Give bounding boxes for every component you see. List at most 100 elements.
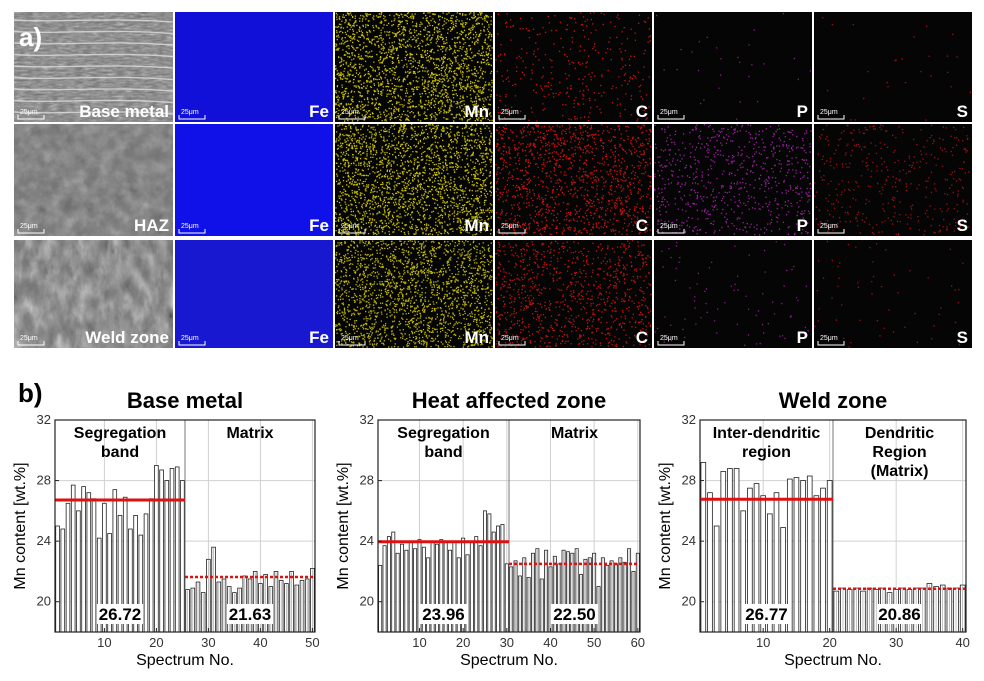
region-label: Region xyxy=(872,444,926,461)
bar xyxy=(60,528,66,633)
map-tile-base-metal-s: 25μm S xyxy=(814,12,972,122)
scale-bar-line xyxy=(17,229,45,234)
map-tile-base-metal-fe: 25μm Fe xyxy=(175,12,333,122)
scale-bar-label: 25μm xyxy=(820,109,838,116)
scale-bar-label: 25μm xyxy=(20,223,38,230)
bar xyxy=(720,471,727,633)
bar xyxy=(76,510,81,633)
bar xyxy=(413,548,418,633)
element-signal-dots xyxy=(335,12,493,122)
y-tick-label: 28 xyxy=(37,473,51,488)
y-tick-label: 28 xyxy=(682,473,696,488)
bar xyxy=(826,480,833,633)
chart-base-metal: Base metal 26.72 21.63 Segregation band Matri… xyxy=(12,388,320,669)
bar xyxy=(169,468,175,633)
x-tick-label: 40 xyxy=(253,635,267,650)
tile-label: Fe xyxy=(309,216,329,235)
bar xyxy=(386,536,391,633)
map-tile-haz-p: 25μm P xyxy=(654,124,812,236)
bar xyxy=(813,495,820,633)
bar xyxy=(159,469,164,633)
average-value-label: 22.50 xyxy=(553,605,596,624)
scale-bar-label: 25μm xyxy=(341,335,359,342)
chart-heat-affected-zone: Heat affected zone 23.96 22.50 Segregation b… xyxy=(335,388,645,669)
bar xyxy=(504,563,509,633)
tile-label: P xyxy=(797,328,808,347)
tile-label: S xyxy=(957,328,968,347)
region-label: region xyxy=(742,444,791,461)
map-background xyxy=(495,12,652,122)
bar xyxy=(395,552,400,633)
scale-bar-line xyxy=(817,115,845,120)
grain-line xyxy=(13,99,174,104)
scale-bar-label: 25μm xyxy=(501,109,519,116)
bar xyxy=(820,487,826,633)
map-tile-base-metal-c: 25μm C xyxy=(495,12,652,122)
map-background xyxy=(814,240,972,348)
bar xyxy=(793,477,800,633)
scale-bar-label: 25μm xyxy=(20,335,38,342)
map-tile-weld-zone-s: 25μm S xyxy=(814,240,972,348)
scale-bar-label: 25μm xyxy=(820,223,838,230)
bar xyxy=(180,480,185,633)
scale-bar-line xyxy=(338,115,366,120)
scale-bar: 25μm xyxy=(338,223,366,234)
tile-label: Fe xyxy=(309,328,329,347)
bar xyxy=(382,545,387,633)
grain-line xyxy=(13,65,174,69)
tile-label: C xyxy=(636,328,648,347)
average-value-label: 23.96 xyxy=(422,605,465,624)
scale-bar-label: 25μm xyxy=(660,335,678,342)
map-tile-haz-haz: 25μm HAZ xyxy=(14,124,173,236)
grain-line xyxy=(13,30,174,35)
average-value-label: 26.77 xyxy=(745,605,788,624)
scale-bar: 25μm xyxy=(817,335,845,346)
bar xyxy=(86,492,92,633)
grain-line xyxy=(13,53,174,58)
scale-bar: 25μm xyxy=(498,223,526,234)
bar xyxy=(81,486,86,633)
scale-bar-label: 25μm xyxy=(181,335,199,342)
bar xyxy=(148,498,154,633)
x-tick-label: 30 xyxy=(201,635,215,650)
x-tick-label: 10 xyxy=(97,635,111,650)
scale-bar: 25μm xyxy=(498,109,526,120)
average-value-label: 20.86 xyxy=(878,605,921,624)
scale-bar-line xyxy=(338,341,366,346)
average-label-bg xyxy=(743,604,790,624)
bar xyxy=(174,466,180,633)
bar xyxy=(800,480,806,633)
scale-bar-label: 25μm xyxy=(501,223,519,230)
x-tick-label: 30 xyxy=(500,635,514,650)
scale-bar-line xyxy=(817,229,845,234)
element-signal-dots xyxy=(814,124,970,236)
scale-bar-line xyxy=(498,341,526,346)
bar xyxy=(391,531,396,633)
map-background xyxy=(175,240,333,348)
x-tick-label: 20 xyxy=(456,635,470,650)
scale-bar: 25μm xyxy=(338,335,366,346)
scale-bar-line xyxy=(178,229,206,234)
map-tile-weld-zone-weld-zone: 25μm Weld zone xyxy=(14,240,173,348)
scale-bar: 25μm xyxy=(817,109,845,120)
panel-b-letter: b) xyxy=(18,378,43,408)
region-label: Segregation xyxy=(74,425,166,442)
scale-bar: 25μm xyxy=(17,109,45,120)
scale-bar: 25μm xyxy=(657,223,685,234)
scale-bar-label: 25μm xyxy=(20,109,38,116)
y-tick-label: 24 xyxy=(37,533,51,548)
bar xyxy=(478,545,483,633)
x-tick-label: 10 xyxy=(412,635,426,650)
scale-bar-label: 25μm xyxy=(660,109,678,116)
region-label: Matrix xyxy=(551,425,598,442)
scale-bar-line xyxy=(657,341,685,346)
map-background xyxy=(175,12,333,122)
tile-label: Base metal xyxy=(79,102,169,121)
tile-label: P xyxy=(797,216,808,235)
scale-bar: 25μm xyxy=(178,223,206,234)
scale-bar-label: 25μm xyxy=(181,109,199,116)
scale-bar-line xyxy=(657,229,685,234)
y-tick-label: 32 xyxy=(37,412,51,427)
element-signal-dots xyxy=(335,124,493,236)
